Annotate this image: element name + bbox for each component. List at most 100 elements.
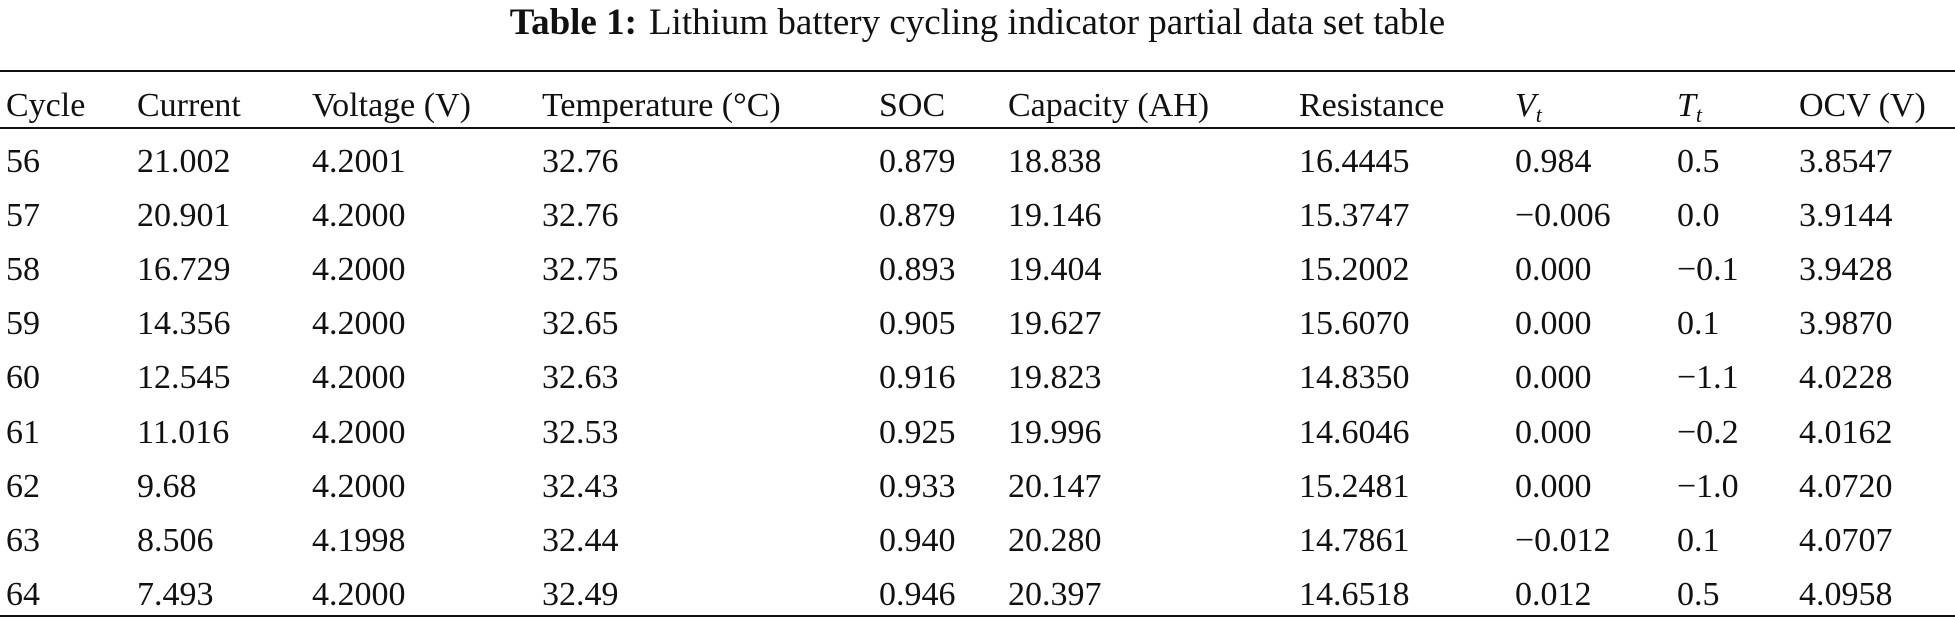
table-cell: 60 [6, 359, 40, 397]
table-cell: 4.2000 [312, 359, 406, 397]
table-cell: 4.2000 [312, 305, 406, 343]
table-cell: −0.2 [1677, 413, 1739, 451]
table-cell: 3.9144 [1799, 197, 1893, 235]
top-rule [0, 70, 1955, 72]
table-caption: Table 1: Lithium battery cycling indicato… [0, 0, 1955, 46]
table-cell: 0.000 [1515, 467, 1592, 505]
table-cell: 4.0720 [1799, 467, 1893, 505]
table-cell: 20.901 [137, 197, 231, 235]
table-cell: 21.002 [137, 143, 231, 180]
table-cell: 4.2001 [312, 143, 406, 180]
table-cell: 0.905 [879, 305, 956, 343]
table-cell: 14.7861 [1299, 521, 1410, 559]
column-header: Tt [1677, 86, 1702, 126]
table-cell: 14.6046 [1299, 413, 1410, 451]
table-cell: 4.0958 [1799, 575, 1893, 613]
table-cell: −0.1 [1677, 251, 1739, 289]
table-cell: 58 [6, 251, 40, 289]
table-cell: 0.893 [879, 251, 956, 289]
table-cell: 14.6518 [1299, 575, 1410, 613]
table-cell: 0.1 [1677, 521, 1720, 559]
table-cell: 15.3747 [1299, 197, 1410, 235]
table-cell: 19.404 [1008, 251, 1102, 289]
table-cell: 0.012 [1515, 575, 1592, 613]
table-cell: 3.9428 [1799, 251, 1893, 289]
table-cell: 4.2000 [312, 197, 406, 235]
table-cell: 4.0228 [1799, 359, 1893, 397]
table-cell: 0.1 [1677, 305, 1720, 343]
table-cell: 20.397 [1008, 575, 1102, 613]
header-subscript: t [1695, 102, 1703, 127]
table-cell: 8.506 [137, 521, 214, 559]
table-cell: 15.2002 [1299, 251, 1410, 289]
table-cell: 56 [6, 143, 40, 180]
table-cell: 0.000 [1515, 359, 1592, 397]
table-cell: 0.984 [1515, 143, 1592, 180]
caption-text: Lithium battery cycling indicator partia… [648, 2, 1446, 43]
table-cell: 15.6070 [1299, 305, 1410, 343]
table-cell: 19.823 [1008, 359, 1102, 397]
table-cell: 0.000 [1515, 413, 1592, 451]
table-cell: 4.2000 [312, 413, 406, 451]
table-cell: −0.006 [1515, 197, 1611, 235]
table-cell: 4.2000 [312, 575, 406, 613]
table-cell: 7.493 [137, 575, 214, 613]
table-cell: 32.63 [542, 359, 619, 397]
table-cell: 0.879 [879, 197, 956, 235]
column-header: OCV (V) [1799, 87, 1926, 124]
header-symbol: T [1677, 87, 1696, 124]
table-cell: 32.49 [542, 575, 619, 613]
header-rule [0, 127, 1955, 129]
table-cell: 0.5 [1677, 143, 1720, 180]
table-cell: 0.925 [879, 413, 956, 451]
table-cell: 32.44 [542, 521, 619, 559]
table-cell: 32.75 [542, 251, 619, 289]
bottom-rule [0, 615, 1955, 617]
table-cell: 32.65 [542, 305, 619, 343]
column-header: Capacity (AH) [1008, 87, 1210, 124]
table-cell: 19.996 [1008, 413, 1102, 451]
table-cell: 9.68 [137, 467, 197, 505]
table-cell: 16.729 [137, 251, 231, 289]
column-header: SOC [879, 87, 946, 124]
table-cell: 32.43 [542, 467, 619, 505]
table-cell: −1.1 [1677, 359, 1739, 397]
column-header: Cycle [6, 87, 86, 124]
table-cell: 0.946 [879, 575, 956, 613]
table-cell: 16.4445 [1299, 143, 1410, 180]
table-cell: 32.76 [542, 197, 619, 235]
table-cell: 0.000 [1515, 305, 1592, 343]
table-cell: 32.76 [542, 143, 619, 180]
table-cell: 0.0 [1677, 197, 1720, 235]
table-cell: 4.2000 [312, 251, 406, 289]
table-cell: 62 [6, 467, 40, 505]
table-cell: 11.016 [137, 413, 230, 451]
table-cell: 19.146 [1008, 197, 1102, 235]
table-cell: −1.0 [1677, 467, 1739, 505]
table-cell: 32.53 [542, 413, 619, 451]
header-symbol: V [1515, 87, 1536, 124]
table-cell: 14.356 [137, 305, 231, 343]
table-cell: 4.2000 [312, 467, 406, 505]
table-cell: 19.627 [1008, 305, 1102, 343]
table-cell: 0.933 [879, 467, 956, 505]
table-cell: 0.916 [879, 359, 956, 397]
table-cell: 20.147 [1008, 467, 1102, 505]
table-cell: 57 [6, 197, 40, 235]
table-cell: 0.940 [879, 521, 956, 559]
caption-label: Table 1: [509, 2, 637, 43]
table-cell: 20.280 [1008, 521, 1102, 559]
table-cell: 0.5 [1677, 575, 1720, 613]
table-cell: 59 [6, 305, 40, 343]
table-cell: 63 [6, 521, 40, 559]
table-cell: 4.0707 [1799, 521, 1893, 559]
table-cell: 4.1998 [312, 521, 406, 559]
table-cell: 0.879 [879, 143, 956, 180]
table-cell: 64 [6, 575, 40, 613]
column-header: Temperature (°C) [542, 87, 781, 124]
column-header: Current [137, 87, 241, 124]
table-cell: −0.012 [1515, 521, 1611, 559]
table-cell: 15.2481 [1299, 467, 1410, 505]
header-subscript: t [1535, 102, 1542, 127]
table-cell: 18.838 [1008, 143, 1102, 180]
